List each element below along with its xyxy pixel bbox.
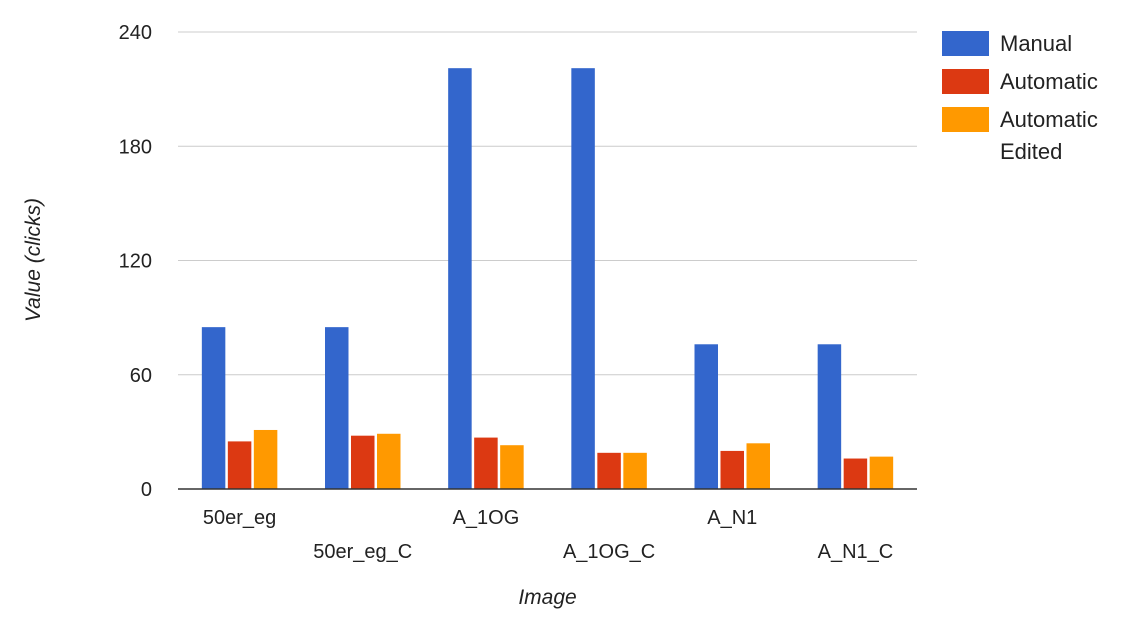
x-tick-label: A_1OG_C <box>563 541 655 563</box>
legend: Manual Automatic Automatic Edited <box>942 31 1098 164</box>
y-tick-label: 120 <box>119 251 152 273</box>
bar-automatic-edited <box>500 445 524 489</box>
bar-automatic-edited <box>746 443 770 489</box>
bar-automatic <box>474 437 498 489</box>
x-tick-labels: 50er_eg 50er_eg_C A_1OG A_1OG_C A_N1 A_N1_C <box>203 507 893 563</box>
legend-swatch <box>942 31 989 56</box>
y-tick-labels: 0 60 120 180 240 <box>119 22 152 501</box>
bar-automatic-edited <box>253 429 278 489</box>
bar-automatic <box>843 458 868 489</box>
x-tick-label: 50er_eg_C <box>313 541 412 563</box>
y-tick-label: 180 <box>119 136 152 158</box>
bar-automatic-edited <box>869 456 894 489</box>
gridlines <box>178 31 917 376</box>
bar-automatic <box>597 452 621 489</box>
bar-manual <box>325 327 349 489</box>
y-axis-title: Value (clicks) <box>22 198 45 322</box>
y-tick-label: 60 <box>130 365 152 387</box>
bar-manual <box>571 68 595 489</box>
legend-label: Automatic <box>1000 107 1098 132</box>
bar-automatic-edited <box>377 433 401 489</box>
bars <box>201 68 894 489</box>
bar-automatic-edited <box>623 452 647 489</box>
legend-label: Edited <box>1000 139 1062 164</box>
bar-automatic <box>720 450 744 489</box>
bar-manual <box>817 344 842 489</box>
legend-label: Automatic <box>1000 69 1098 94</box>
bar-automatic <box>227 441 252 489</box>
bar-manual <box>694 344 718 489</box>
y-tick-label: 240 <box>119 22 152 44</box>
x-axis-title: Image <box>518 586 576 609</box>
bar-manual <box>201 327 226 489</box>
x-tick-label: A_N1_C <box>818 541 894 563</box>
x-tick-label: A_N1 <box>707 507 757 529</box>
x-tick-label: 50er_eg <box>203 507 276 529</box>
bar-manual <box>448 68 472 489</box>
bar-automatic <box>351 435 375 489</box>
y-tick-label: 0 <box>141 479 152 501</box>
legend-swatch <box>942 107 989 132</box>
x-tick-label: A_1OG <box>453 507 520 529</box>
legend-swatch <box>942 69 989 94</box>
legend-label: Manual <box>1000 31 1072 56</box>
